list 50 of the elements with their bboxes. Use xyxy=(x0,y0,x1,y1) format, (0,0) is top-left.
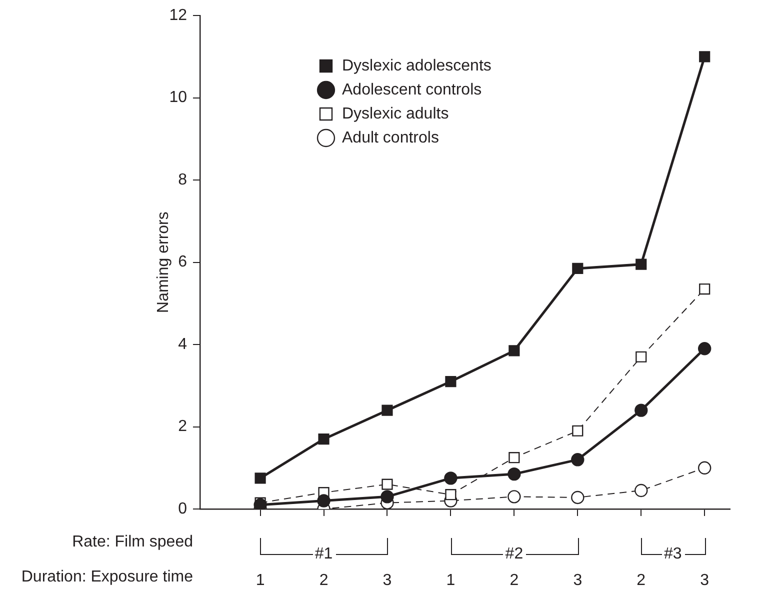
point xyxy=(317,494,330,508)
y-tick-label: 0 xyxy=(178,500,188,518)
point xyxy=(572,262,584,274)
x-tick-label: 3 xyxy=(573,572,582,590)
point xyxy=(444,472,458,485)
point xyxy=(699,283,710,295)
legend-label: Adult controls xyxy=(342,129,439,146)
x-tick-label: 1 xyxy=(446,572,456,590)
y-axis-title: Naming errors xyxy=(155,212,172,313)
point xyxy=(572,425,584,436)
point xyxy=(445,489,456,500)
point xyxy=(508,490,521,504)
y-tick-label: 12 xyxy=(169,7,188,24)
text: Rate: Film speed xyxy=(72,533,193,550)
x-tick-label: 1 xyxy=(256,572,265,590)
point xyxy=(382,404,393,416)
point xyxy=(382,478,393,490)
y-tick-label: 8 xyxy=(178,171,188,188)
y-tick-label: 6 xyxy=(178,254,188,271)
legend-label: Dyslexic adults xyxy=(342,105,449,122)
x-tick-label: 3 xyxy=(700,572,710,590)
point xyxy=(508,467,521,481)
point xyxy=(698,461,712,474)
x-tick-label: 3 xyxy=(382,572,392,590)
point xyxy=(634,404,648,417)
x-tick-label: 2 xyxy=(319,572,328,590)
legend-label: Dyslexic adolescents xyxy=(342,57,492,74)
y-tick-label: 4 xyxy=(178,336,188,353)
point xyxy=(699,51,710,62)
text: #1 xyxy=(314,545,333,562)
y-tick-label: 10 xyxy=(169,89,188,106)
y-tick-label: 2 xyxy=(178,418,188,436)
point xyxy=(634,484,648,498)
point xyxy=(445,376,456,388)
text: #2 xyxy=(505,545,524,562)
text: Duration: Exposure time xyxy=(21,568,194,586)
x-tick-label: 2 xyxy=(636,572,646,590)
point xyxy=(636,258,647,270)
point xyxy=(636,351,647,362)
point xyxy=(380,490,394,504)
point xyxy=(571,490,584,504)
x-tick-label: 2 xyxy=(510,572,519,590)
point xyxy=(508,452,520,464)
point xyxy=(318,434,330,445)
point xyxy=(571,453,584,466)
point xyxy=(698,342,712,356)
text: #3 xyxy=(664,545,682,562)
point xyxy=(254,472,266,484)
legend-label: Adolescent controls xyxy=(342,81,482,98)
point xyxy=(508,345,520,356)
